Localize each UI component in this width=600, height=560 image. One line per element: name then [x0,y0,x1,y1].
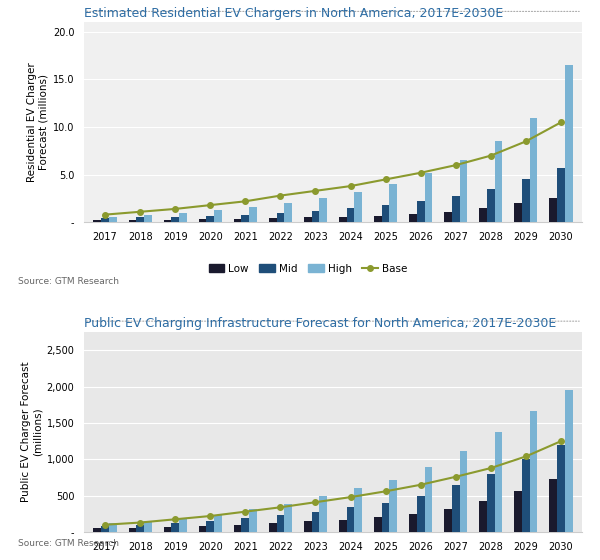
Bar [214,515,222,532]
Bar [179,518,187,532]
Bar [284,203,292,222]
Bar [101,218,109,222]
Bar [269,218,277,222]
Bar [94,529,101,532]
Bar [522,459,530,532]
Bar [199,526,206,532]
Bar [277,515,284,532]
Bar [409,214,417,222]
Bar [425,172,432,222]
Bar [557,168,565,222]
Bar [172,523,179,532]
Bar [206,521,214,532]
Bar [565,390,572,532]
Bar [101,526,109,532]
Bar [206,216,214,222]
Bar [339,520,347,532]
Bar [199,220,206,222]
Text: Source: GTM Research: Source: GTM Research [18,277,119,286]
Bar [347,507,355,532]
Bar [417,201,425,222]
Bar [164,220,172,222]
Bar [94,220,101,222]
Bar [479,208,487,222]
Bar [479,501,487,532]
Bar [452,195,460,222]
Bar [136,525,144,532]
Bar [550,198,557,222]
Bar [234,525,241,532]
Bar [460,160,467,222]
Bar [269,523,277,532]
Bar [444,508,452,532]
Bar [339,217,347,222]
Bar [389,480,397,532]
Bar [136,217,144,222]
Bar [530,118,538,222]
Bar [382,503,389,532]
Bar [487,189,494,222]
Bar [109,217,116,222]
Bar [409,514,417,532]
Bar [494,141,502,222]
Text: Estimated Residential EV Chargers in North America, 2017E-2030E: Estimated Residential EV Chargers in Nor… [84,7,503,20]
Bar [284,503,292,532]
Bar [249,207,257,222]
Bar [487,474,494,532]
Bar [277,213,284,222]
Bar [172,217,179,222]
Bar [311,512,319,532]
Bar [249,510,257,532]
Bar [128,528,136,532]
Bar [311,211,319,222]
Bar [460,451,467,532]
Y-axis label: Residential EV Charger
Forecast (millions): Residential EV Charger Forecast (million… [27,63,49,182]
Bar [557,445,565,532]
Bar [389,184,397,222]
Bar [355,488,362,532]
Bar [514,203,522,222]
Bar [452,485,460,532]
Bar [522,179,530,222]
Bar [417,496,425,532]
Bar [214,210,222,222]
Text: Source: GTM Research: Source: GTM Research [18,539,119,548]
Bar [241,214,249,222]
Legend: Low, Mid, High, Base: Low, Mid, High, Base [205,259,412,278]
Bar [514,491,522,532]
Bar [550,479,557,532]
Bar [382,205,389,222]
Bar [347,208,355,222]
Bar [144,521,152,532]
Bar [319,198,327,222]
Bar [304,521,311,532]
Bar [241,518,249,532]
Bar [374,216,382,222]
Bar [128,220,136,222]
Bar [425,466,432,532]
Bar [565,65,572,222]
Bar [444,212,452,222]
Bar [530,412,538,532]
Bar [179,213,187,222]
Bar [164,527,172,532]
Y-axis label: Public EV Charger Forecast
(millions): Public EV Charger Forecast (millions) [20,362,42,502]
Text: Public EV Charging Infrastructure Forecast for North America, 2017E-2030E: Public EV Charging Infrastructure Foreca… [84,316,556,330]
Bar [304,217,311,222]
Bar [355,192,362,222]
Bar [494,432,502,532]
Bar [374,517,382,532]
Bar [109,523,116,532]
Bar [144,214,152,222]
Bar [319,496,327,532]
Bar [234,220,241,222]
